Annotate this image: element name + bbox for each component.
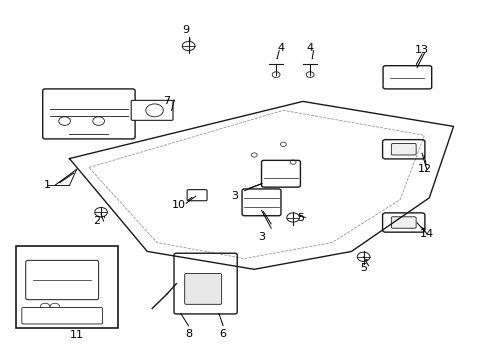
FancyBboxPatch shape: [390, 217, 415, 228]
FancyBboxPatch shape: [174, 253, 237, 314]
Text: 4: 4: [306, 43, 313, 53]
Text: 2: 2: [92, 216, 100, 226]
Text: 1: 1: [44, 180, 51, 190]
FancyBboxPatch shape: [26, 260, 99, 300]
FancyBboxPatch shape: [382, 140, 424, 159]
FancyBboxPatch shape: [242, 189, 281, 216]
FancyBboxPatch shape: [131, 100, 173, 120]
Text: 12: 12: [416, 164, 430, 174]
FancyBboxPatch shape: [187, 190, 206, 201]
FancyBboxPatch shape: [16, 246, 118, 328]
Text: 11: 11: [70, 330, 83, 341]
Text: 7: 7: [163, 96, 170, 107]
Text: 4: 4: [277, 43, 284, 53]
Text: 5: 5: [296, 212, 304, 222]
Text: 3: 3: [231, 191, 238, 201]
FancyBboxPatch shape: [382, 213, 424, 232]
FancyBboxPatch shape: [261, 160, 300, 187]
FancyBboxPatch shape: [42, 89, 135, 139]
FancyBboxPatch shape: [184, 274, 221, 304]
FancyBboxPatch shape: [22, 307, 102, 324]
Text: 5: 5: [359, 262, 366, 273]
Text: 14: 14: [419, 229, 433, 239]
Text: 8: 8: [184, 329, 192, 339]
Text: 9: 9: [182, 25, 189, 35]
FancyBboxPatch shape: [390, 144, 415, 155]
Text: 10: 10: [171, 200, 185, 210]
Text: 6: 6: [219, 329, 225, 339]
Text: 3: 3: [258, 232, 264, 242]
Text: 13: 13: [414, 45, 428, 55]
FancyBboxPatch shape: [382, 66, 431, 89]
